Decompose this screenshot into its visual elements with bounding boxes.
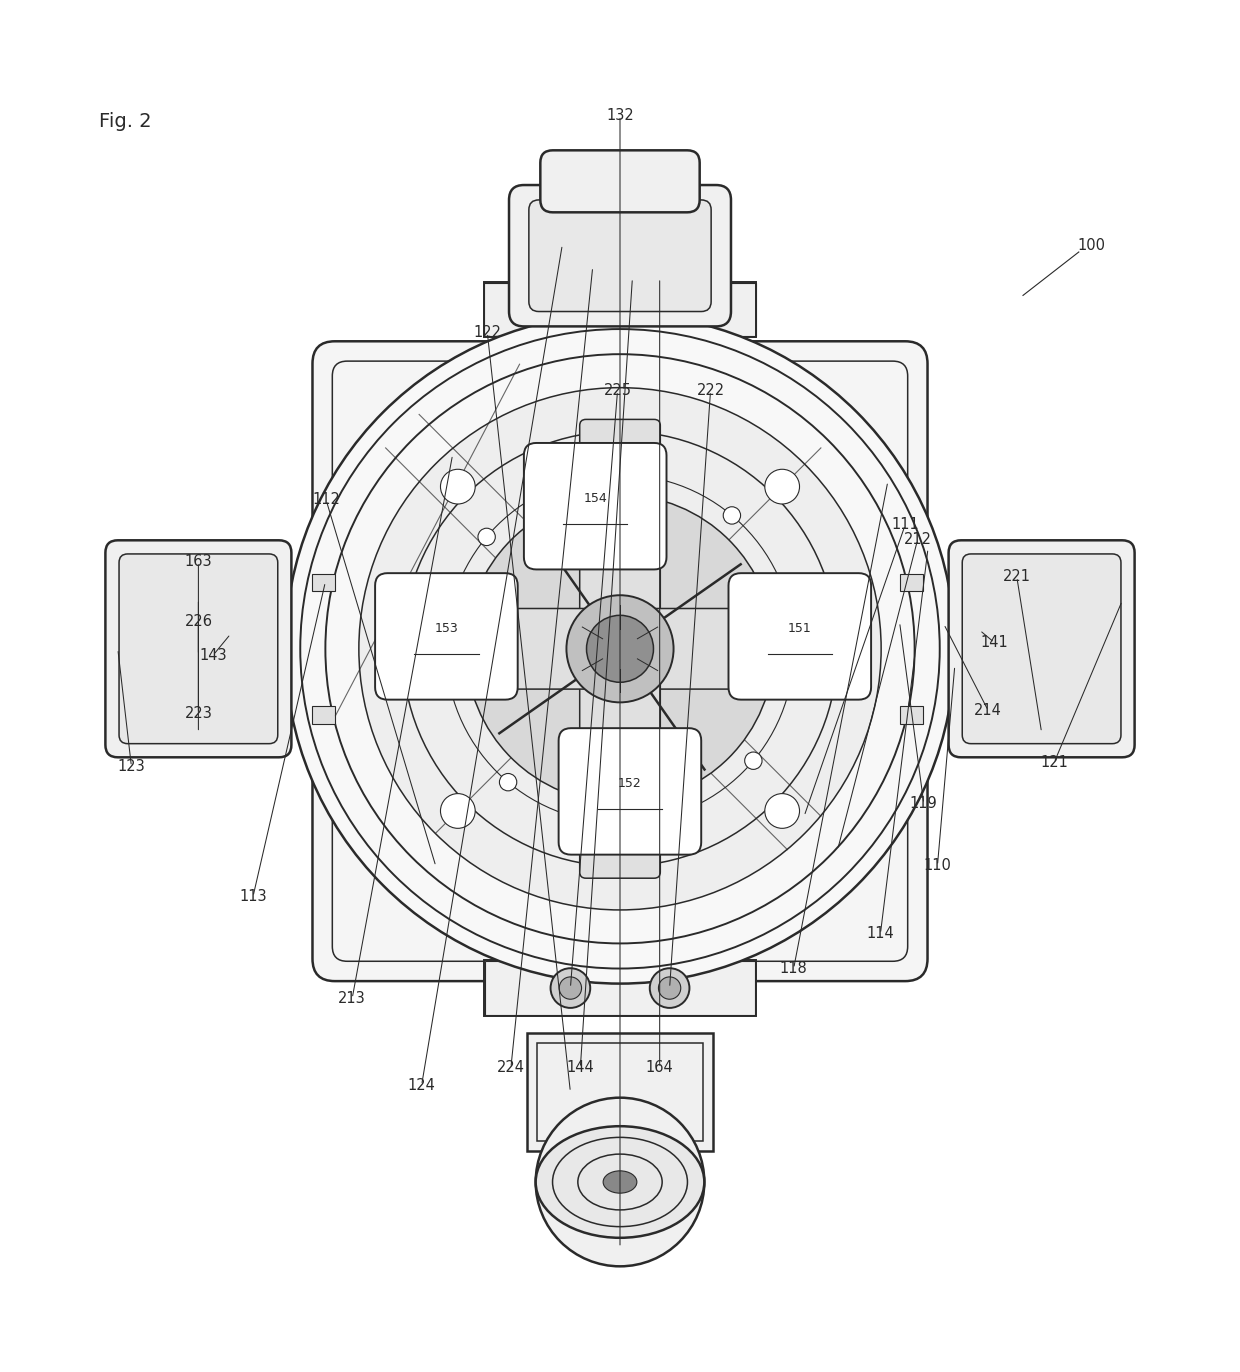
Ellipse shape (536, 1126, 704, 1238)
Bar (484, 283, 756, 336)
Text: 153: 153 (434, 623, 459, 635)
Text: 100: 100 (1078, 239, 1105, 254)
Text: 121: 121 (1040, 756, 1068, 771)
Circle shape (658, 977, 681, 999)
Text: 221: 221 (1003, 569, 1030, 584)
Text: 141: 141 (981, 635, 1008, 650)
Text: 113: 113 (239, 889, 267, 904)
Bar (904, 590, 932, 708)
Circle shape (358, 388, 882, 910)
Circle shape (551, 969, 590, 1008)
FancyBboxPatch shape (391, 609, 626, 689)
FancyBboxPatch shape (119, 554, 278, 744)
Bar (485, 962, 755, 1015)
FancyBboxPatch shape (949, 541, 1135, 757)
FancyBboxPatch shape (523, 443, 667, 569)
Circle shape (745, 752, 763, 770)
Text: 118: 118 (780, 962, 807, 977)
Text: 143: 143 (200, 648, 227, 663)
Text: 226: 226 (185, 615, 212, 628)
Bar (537, 1043, 703, 1142)
Bar (484, 281, 756, 338)
Text: Fig. 2: Fig. 2 (99, 113, 151, 132)
Text: 213: 213 (339, 991, 366, 1006)
Circle shape (650, 969, 689, 1008)
Bar (548, 159, 692, 206)
Bar (312, 573, 335, 591)
Text: 110: 110 (924, 859, 951, 874)
Text: 122: 122 (474, 325, 501, 340)
Text: 224: 224 (497, 1061, 525, 1076)
FancyBboxPatch shape (579, 420, 660, 654)
Circle shape (477, 528, 495, 546)
FancyBboxPatch shape (374, 573, 517, 700)
Circle shape (440, 793, 475, 829)
Circle shape (440, 469, 475, 504)
Circle shape (567, 595, 673, 702)
Text: 112: 112 (312, 493, 340, 508)
FancyBboxPatch shape (579, 642, 660, 878)
Text: 114: 114 (867, 926, 894, 941)
Circle shape (285, 314, 955, 984)
FancyBboxPatch shape (312, 342, 928, 981)
FancyBboxPatch shape (614, 609, 849, 689)
Text: 225: 225 (604, 383, 631, 398)
Bar (527, 1033, 713, 1151)
Circle shape (466, 495, 774, 803)
Text: 152: 152 (618, 778, 642, 790)
FancyBboxPatch shape (962, 554, 1121, 744)
Bar (312, 707, 335, 724)
Circle shape (559, 977, 582, 999)
Text: 154: 154 (583, 493, 608, 505)
Bar (484, 960, 756, 1015)
Bar (900, 707, 923, 724)
Ellipse shape (603, 1170, 637, 1194)
Circle shape (723, 506, 740, 524)
Circle shape (765, 469, 800, 504)
Bar (900, 573, 923, 591)
Circle shape (500, 774, 517, 790)
Text: 124: 124 (408, 1078, 435, 1092)
FancyBboxPatch shape (508, 185, 730, 327)
Text: 163: 163 (185, 554, 212, 569)
Circle shape (765, 793, 800, 829)
FancyBboxPatch shape (528, 200, 712, 311)
Text: 151: 151 (787, 623, 812, 635)
FancyBboxPatch shape (105, 541, 291, 757)
FancyBboxPatch shape (541, 151, 699, 213)
Bar (309, 590, 336, 708)
Text: 212: 212 (904, 532, 931, 547)
Text: 223: 223 (185, 705, 212, 720)
Circle shape (536, 1098, 704, 1266)
Text: 222: 222 (697, 383, 724, 398)
Text: 214: 214 (975, 704, 1002, 719)
Circle shape (587, 615, 653, 682)
Text: 132: 132 (606, 108, 634, 123)
FancyBboxPatch shape (558, 729, 702, 855)
Text: 144: 144 (567, 1061, 594, 1076)
Text: 119: 119 (910, 796, 937, 811)
Text: 111: 111 (892, 517, 919, 532)
Text: 123: 123 (118, 759, 145, 774)
FancyBboxPatch shape (729, 573, 870, 700)
Text: 164: 164 (646, 1061, 673, 1076)
